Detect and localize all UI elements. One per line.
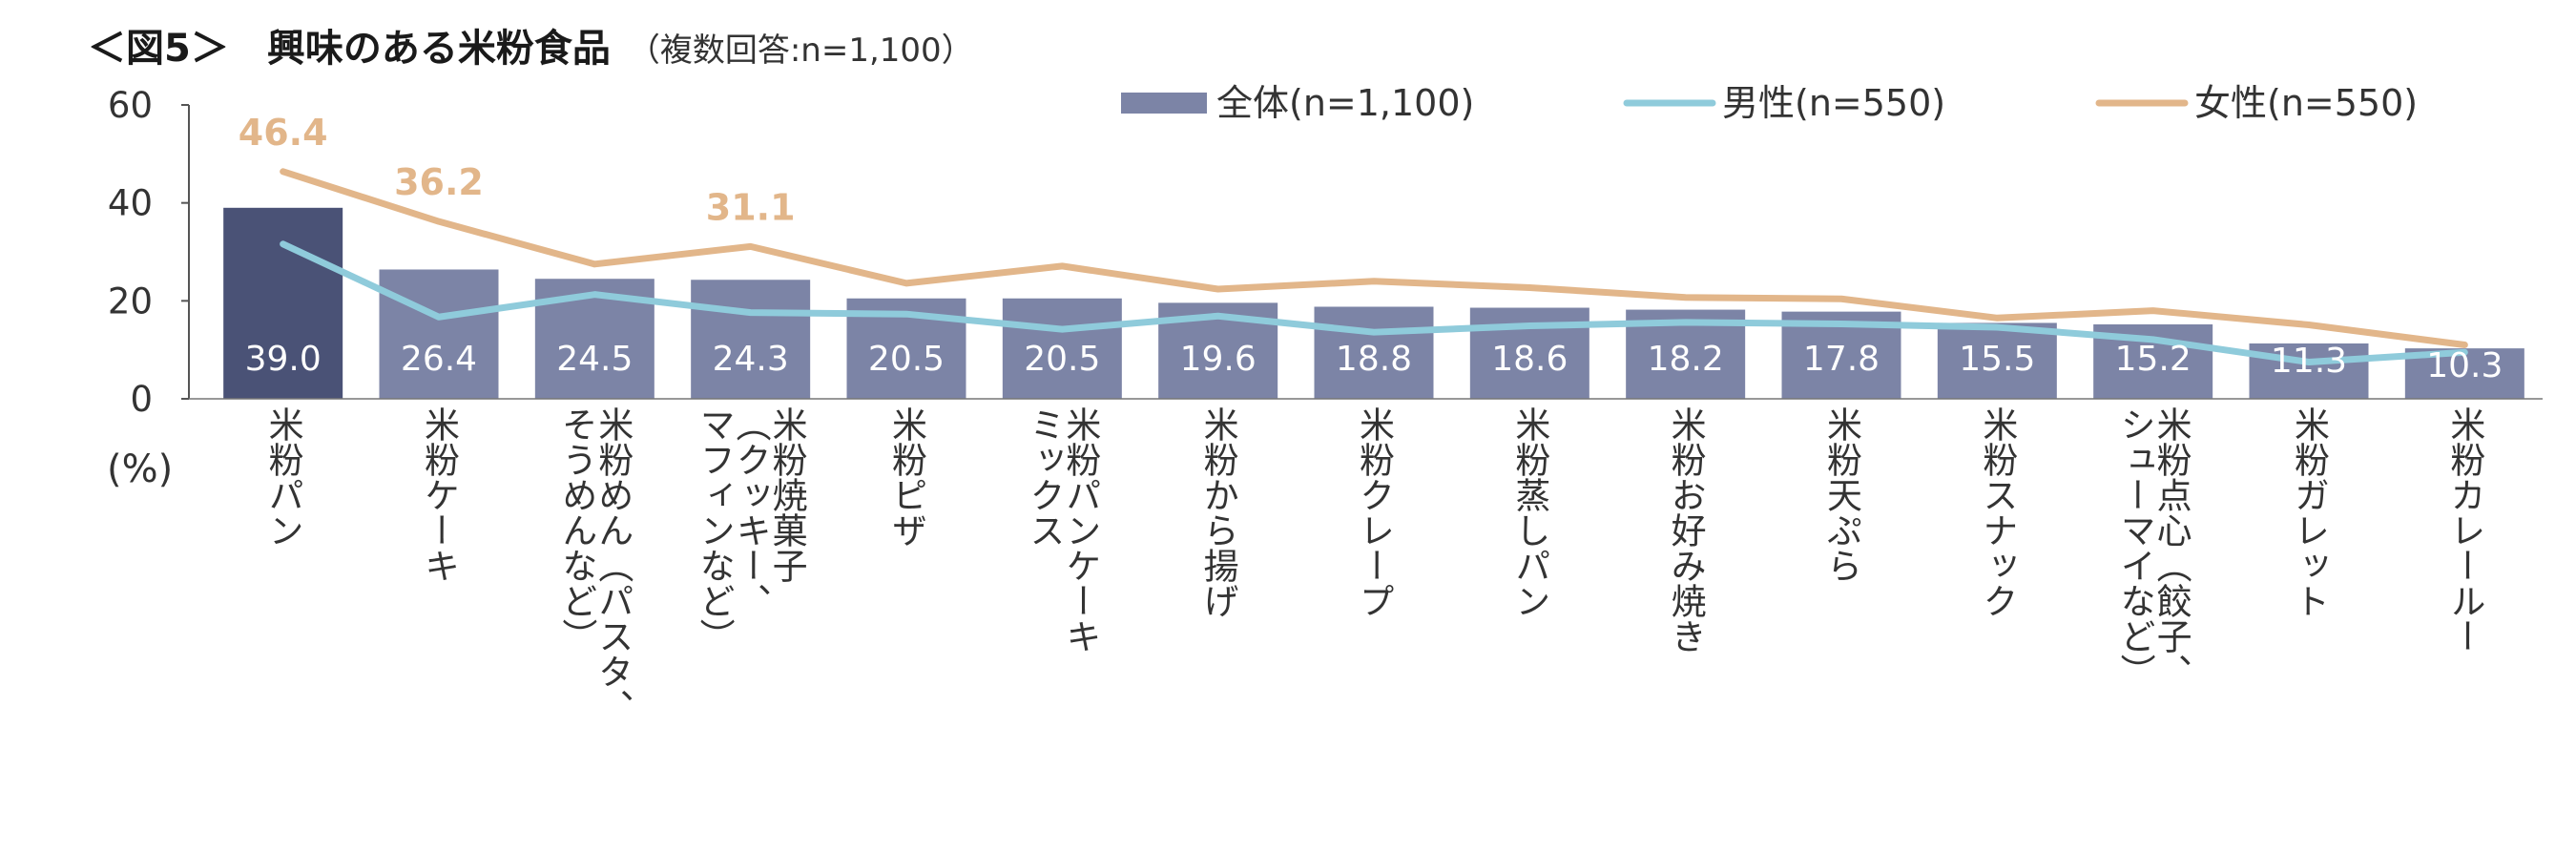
bar-value-label: 24.3 — [713, 340, 789, 379]
bar-1 — [223, 207, 343, 399]
male-series-line — [280, 240, 2468, 365]
category-label: マフィンなど） — [694, 406, 736, 654]
category-label: 米粉から揚げ — [1197, 406, 1239, 618]
category-label: 米粉天ぷら — [1821, 406, 1862, 583]
category-label: シューマイなど） — [2114, 406, 2156, 689]
bar-value-label: 19.6 — [1180, 340, 1257, 379]
category-label: 米粉点心（餃子、 — [2150, 406, 2192, 689]
category-label: 米粉焼菓子 — [766, 406, 807, 583]
category-label: 米粉蒸しパン — [1509, 406, 1550, 618]
title-row: ＜図5＞ 興味のある米粉食品 （複数回答:n=1,100） — [88, 17, 974, 73]
bar-8 — [1314, 306, 1434, 399]
bar-value-label: 15.5 — [1959, 340, 2035, 379]
bar-12 — [1937, 322, 2057, 399]
chart-subtitle: （複数回答:n=1,100） — [627, 31, 974, 70]
y-tick-label: 0 — [130, 379, 153, 420]
bar-value-label: 11.3 — [2271, 342, 2347, 381]
legend-swatch-all — [1121, 93, 1207, 114]
legend-label: 男性(n=550) — [1722, 82, 1945, 124]
category-label: 米粉パンケーキ — [1060, 406, 1101, 654]
female-value-annotation: 46.4 — [239, 112, 328, 154]
bar-14 — [2249, 343, 2369, 399]
bar-value-label: 17.8 — [1803, 340, 1880, 379]
chart-title: ＜図5＞ 興味のある米粉食品 — [88, 27, 611, 71]
category-label: 米粉パン — [262, 406, 303, 548]
bar-value-label: 20.5 — [868, 340, 945, 379]
y-tick-label: 40 — [108, 183, 153, 224]
bar-value-label: 18.6 — [1491, 340, 1568, 379]
legend-label: 女性(n=550) — [2194, 82, 2418, 124]
female-value-annotation: 31.1 — [706, 186, 796, 228]
bar-value-label: 15.2 — [2115, 340, 2192, 379]
bar-value-label: 26.4 — [401, 340, 477, 379]
legend-label: 全体(n=1,100) — [1216, 82, 1474, 124]
category-label: ミックス — [1024, 406, 1065, 548]
y-axis-unit-label: (%) — [107, 447, 173, 491]
category-label: 米粉カレールー — [2444, 406, 2485, 654]
category-label: 米粉ガレット — [2289, 406, 2330, 618]
bar-value-label: 10.3 — [2426, 346, 2503, 385]
y-tick-label: 60 — [108, 85, 153, 126]
category-label: 米粉ピザ — [886, 406, 927, 548]
bar-value-label: 18.2 — [1648, 340, 1724, 379]
bar-value-label: 39.0 — [245, 340, 322, 379]
category-label: 米粉ケーキ — [419, 406, 460, 583]
bar-value-label: 20.5 — [1024, 340, 1100, 379]
bar-6 — [1002, 298, 1122, 399]
category-label: 米粉お好み焼き — [1665, 406, 1707, 654]
female-value-annotation: 36.2 — [394, 161, 484, 203]
category-label: そうめんなど） — [556, 406, 598, 654]
female-series-line — [280, 168, 2468, 349]
y-tick-label: 20 — [108, 281, 153, 322]
bar-2 — [379, 269, 499, 399]
category-label: 米粉めん（パスタ、 — [592, 406, 634, 724]
category-label: （クッキー、 — [730, 406, 772, 618]
category-label: 米粉スナック — [1977, 406, 2018, 618]
bar-value-label: 24.5 — [556, 340, 633, 379]
bar-4 — [691, 280, 811, 399]
bar-value-label: 18.8 — [1336, 340, 1412, 379]
category-label: 米粉クレープ — [1354, 406, 1395, 618]
